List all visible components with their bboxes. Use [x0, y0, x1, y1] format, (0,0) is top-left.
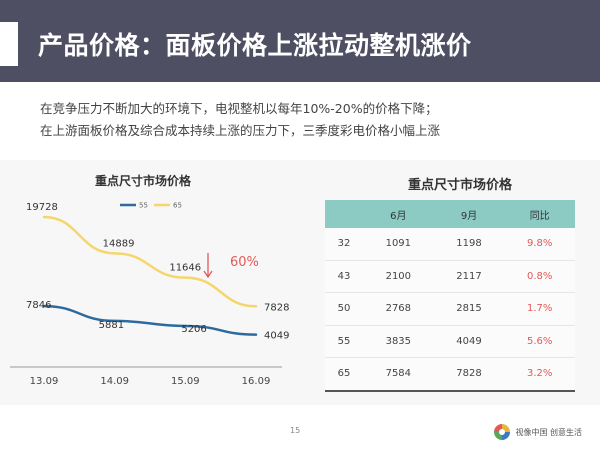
title-accent: [0, 22, 18, 66]
cell-jun: 2100: [362, 260, 434, 293]
series-line-55: [42, 304, 258, 336]
cell-size: 65: [325, 357, 363, 391]
title-bar: 产品价格：面板价格上涨拉动整机涨价: [0, 0, 600, 82]
cell-jun: 1091: [362, 228, 434, 261]
data-label-55-16.09: 4049: [264, 331, 289, 342]
series-line-65: [42, 215, 258, 308]
decline-percent-label: 60%: [230, 255, 259, 270]
chart-title: 重点尺寸市场价格: [95, 173, 192, 188]
table-header-change: 同比: [529, 210, 550, 222]
intro-text: 在竞争压力不断加大的环境下，电视整机以每年10%-20%的价格下降； 在上游面板…: [40, 98, 580, 142]
table-row: 43 2100 2117 0.8%: [325, 260, 575, 293]
data-label-65-15.09: 11646: [169, 263, 201, 274]
cell-sep: 7828: [433, 357, 505, 391]
cell-size: 50: [325, 292, 363, 326]
cell-size: 32: [325, 228, 363, 261]
legend-label-65: 65: [173, 202, 182, 210]
chart-series: [42, 215, 258, 336]
x-tick-label-15.09: 15.09: [171, 376, 200, 387]
cell-sep: 2117: [433, 260, 505, 293]
cell-change: 5.6%: [504, 325, 575, 358]
chart-value-labels: 7846 5881 5206 4049 19728 14889 11646 7828: [26, 202, 289, 342]
cell-change: 1.7%: [504, 292, 575, 326]
cell-change: 9.8%: [504, 228, 575, 261]
table-header-sep: 9月: [460, 210, 478, 222]
intro-line-2: 在上游面板价格及综合成本持续上涨的压力下，三季度彩电价格小幅上涨: [40, 123, 441, 138]
cell-jun: 3835: [362, 325, 434, 358]
page-title: 产品价格：面板价格上涨拉动整机涨价: [38, 31, 472, 60]
price-table: 6月 9月 同比 32 1091 1198 9.8% 43 2100 2117 0.8% 50 2…: [325, 200, 575, 392]
price-line-chart: 重点尺寸市场价格 55 65 7846 5881 5206 4049 19728 14889…: [10, 173, 289, 387]
x-axis-ticks: 13.09 14.09 15.09 16.09: [30, 376, 271, 387]
x-tick-label-14.09: 14.09: [100, 376, 129, 387]
x-tick-label-13.09: 13.09: [30, 376, 59, 387]
down-arrow-icon-head: [203, 270, 213, 279]
brand-footer: 视像中国 创意生活: [494, 424, 582, 440]
table-row: 32 1091 1198 9.8%: [325, 228, 575, 261]
cell-jun: 7584: [362, 357, 434, 391]
cell-change: 3.2%: [504, 357, 575, 391]
brand-logo-icon: [494, 424, 511, 440]
cell-size: 55: [325, 325, 363, 358]
cell-sep: 2815: [433, 292, 505, 326]
chart-legend: 55 65: [120, 202, 182, 210]
cell-change: 0.8%: [504, 260, 575, 293]
cell-size: 43: [325, 260, 363, 293]
page-number: 15: [290, 426, 301, 435]
decline-annotation: 60%: [203, 253, 259, 279]
intro-line-1: 在竞争压力不断加大的环境下，电视整机以每年10%-20%的价格下降；: [40, 101, 438, 116]
legend-label-55: 55: [139, 202, 148, 210]
table-row: 65 7584 7828 3.2%: [325, 357, 575, 391]
data-label-55-13.09: 7846: [26, 300, 51, 311]
table-row: 50 2768 2815 1.7%: [325, 292, 575, 326]
data-label-55-15.09: 5206: [181, 324, 206, 335]
table-body: 32 1091 1198 9.8% 43 2100 2117 0.8% 50 2768 2815 1.…: [325, 228, 575, 391]
x-tick-label-16.09: 16.09: [242, 376, 271, 387]
cell-sep: 4049: [433, 325, 505, 358]
data-label-65-13.09: 19728: [26, 202, 58, 213]
table-header-row: 6月 9月 同比: [325, 200, 575, 228]
data-label-55-14.09: 5881: [99, 320, 124, 331]
data-label-65-14.09: 14889: [103, 238, 135, 249]
data-label-65-16.09: 7828: [264, 302, 289, 313]
brand-text: 视像中国 创意生活: [515, 427, 582, 437]
table-title: 重点尺寸市场价格: [407, 178, 512, 193]
table-header-size: [325, 200, 363, 228]
cell-sep: 1198: [433, 228, 505, 261]
cell-jun: 2768: [362, 292, 434, 326]
table-header-jun: 6月: [390, 210, 407, 222]
table-row: 55 3835 4049 5.6%: [325, 325, 575, 358]
